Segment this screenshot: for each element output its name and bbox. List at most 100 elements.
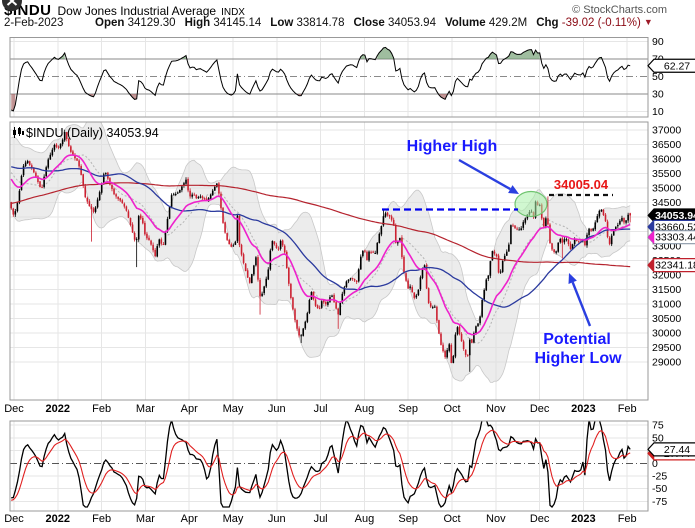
svg-text:Jul: Jul: [314, 403, 328, 415]
svg-text:Feb: Feb: [92, 513, 111, 525]
svg-text:Dec: Dec: [530, 513, 550, 525]
svg-text:30: 30: [652, 89, 664, 101]
svg-text:36500: 36500: [652, 139, 681, 151]
svg-text:75: 75: [652, 420, 664, 432]
close-value: 34053.94: [388, 17, 436, 29]
symbol-name: Dow Jones Industrial Average: [57, 4, 217, 18]
svg-text:Jun: Jun: [268, 403, 286, 415]
gridlines-layer: [10, 37, 648, 511]
svg-text:May: May: [223, 403, 244, 415]
svg-text:-50: -50: [652, 483, 667, 495]
svg-text:34500: 34500: [652, 197, 681, 209]
chg-value: -39.02 (-0.11%): [561, 17, 641, 29]
low-value: 33814.78: [296, 17, 345, 29]
svg-text:33303.44: 33303.44: [655, 232, 695, 244]
high-value: 34145.14: [213, 17, 262, 29]
chart-title: $INDU (Daily) 34053.94: [26, 126, 159, 140]
open-value: 34129.30: [127, 17, 176, 29]
rsi-layer: [10, 46, 631, 112]
value-tags: 27.4434053.9433660.5233303.4432341.1862.…: [647, 58, 695, 461]
hh-ellipse: [514, 190, 548, 218]
svg-text:Feb: Feb: [618, 403, 637, 415]
svg-text:30000: 30000: [652, 328, 681, 340]
svg-text:27.44: 27.44: [664, 444, 690, 456]
annotations-layer: Higher High 34005.04 Potential Higher Low: [382, 138, 622, 367]
volume-value: 429.2M: [488, 17, 528, 29]
svg-text:Feb: Feb: [92, 403, 111, 415]
higher-high: Higher High: [407, 138, 498, 155]
svg-text:10: 10: [652, 106, 664, 118]
svg-text:34053.94: 34053.94: [655, 210, 695, 222]
svg-text:0: 0: [652, 458, 658, 470]
svg-text:Mar: Mar: [136, 513, 155, 525]
volume-label: Volume: [444, 17, 486, 29]
svg-text:-75: -75: [652, 496, 667, 508]
svg-text:2023: 2023: [571, 513, 595, 525]
svg-text:Dec: Dec: [530, 403, 550, 415]
sma50-line: [11, 166, 631, 308]
osc-signal-line: [11, 429, 631, 501]
svg-text:32000: 32000: [652, 270, 681, 282]
svg-text:31500: 31500: [652, 284, 681, 296]
svg-text:Apr: Apr: [181, 403, 198, 415]
high-label: High: [184, 17, 211, 29]
svg-text:Sep: Sep: [398, 403, 418, 415]
svg-text:Dec: Dec: [4, 403, 24, 415]
svg-text:Dec: Dec: [4, 513, 24, 525]
svg-text:2022: 2022: [46, 403, 70, 415]
quote-date: 2-Feb-2023: [4, 17, 64, 29]
open-label: Open: [95, 17, 125, 29]
svg-text:30500: 30500: [652, 313, 681, 325]
svg-text:Apr: Apr: [181, 513, 198, 525]
ema20-line: [10, 154, 631, 336]
chg-label: Chg: [536, 17, 559, 29]
svg-text:Nov: Nov: [486, 513, 506, 525]
svg-text:Sep: Sep: [398, 513, 418, 525]
down-triangle-icon: ▼: [643, 17, 653, 27]
svg-text:Aug: Aug: [355, 513, 375, 525]
oscillator-layer: [11, 421, 631, 508]
svg-text:32341.18: 32341.18: [655, 260, 695, 272]
svg-text:29500: 29500: [652, 342, 681, 354]
svg-text:Aug: Aug: [355, 403, 375, 415]
svg-text:-25: -25: [652, 471, 667, 483]
svg-text:37000: 37000: [652, 125, 681, 137]
svg-text:Jun: Jun: [268, 513, 286, 525]
svg-text:50: 50: [652, 432, 664, 444]
svg-text:62.27: 62.27: [664, 60, 690, 72]
svg-text:36000: 36000: [652, 154, 681, 166]
svg-text:Oct: Oct: [443, 513, 460, 525]
svg-text:Oct: Oct: [443, 403, 460, 415]
svg-text:31000: 31000: [652, 299, 681, 311]
sma200-line: [11, 182, 631, 268]
candles-layer: [10, 129, 631, 372]
moving-averages-layer: [10, 154, 631, 336]
widget-circle-icon[interactable]: [0, 0, 22, 16]
svg-text:Nov: Nov: [486, 403, 506, 415]
symbol-exchange: INDX: [221, 7, 245, 18]
low-label: Low: [270, 17, 294, 29]
header-line2: 2-Feb-2023 Open 34129.30 High 34145.14 Low …: [4, 17, 692, 31]
svg-text:Mar: Mar: [136, 403, 155, 415]
svg-text:Jul: Jul: [314, 513, 328, 525]
potential-line1: Potential: [543, 331, 611, 348]
svg-text:2022: 2022: [46, 513, 70, 525]
svg-text:90: 90: [652, 36, 664, 48]
panel-borders: [9, 37, 649, 512]
svg-text:29000: 29000: [652, 357, 681, 369]
copyright-label: © StockCharts.com: [572, 4, 667, 16]
stockcharts-logo-icon: [13, 127, 24, 138]
svg-text:35000: 35000: [652, 183, 681, 195]
potential-line2: Higher Low: [534, 350, 622, 367]
svg-text:May: May: [223, 513, 244, 525]
osc-fast-line: [11, 421, 631, 508]
svg-text:50: 50: [652, 71, 664, 83]
level-label: 34005.04: [554, 177, 609, 192]
svg-text:35500: 35500: [652, 168, 681, 180]
svg-text:Feb: Feb: [618, 513, 637, 525]
axis-labels: 2900029500300003050031000315003200032500…: [4, 36, 681, 525]
svg-text:2023: 2023: [571, 403, 595, 415]
close-label: Close: [353, 17, 385, 29]
